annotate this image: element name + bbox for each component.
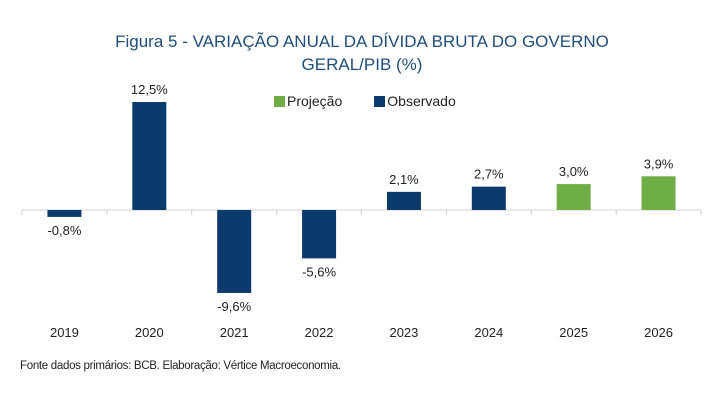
bar-2022 [302, 210, 337, 259]
legend-item-projecao: Projeção [274, 93, 342, 109]
data-label-2024: 2,7% [474, 167, 504, 182]
data-label-2026: 3,9% [644, 156, 674, 171]
x-tick-label-2022: 2022 [305, 325, 334, 340]
x-tick-label-2021: 2021 [220, 325, 249, 340]
legend-swatch-projecao [274, 95, 285, 107]
x-tick-label-2023: 2023 [389, 325, 418, 340]
chart-title: Figura 5 - VARIAÇÃO ANUAL DA DÍVIDA BRUT… [0, 30, 724, 76]
legend-label-observado: Observado [387, 93, 456, 109]
legend-item-observado: Observado [374, 93, 456, 109]
x-tick-label-2020: 2020 [135, 325, 164, 340]
bar-2026 [641, 176, 676, 210]
x-tick-label-2019: 2019 [50, 325, 79, 340]
bar-2019 [47, 210, 82, 217]
bar-2023 [386, 191, 421, 210]
data-label-2025: 3,0% [559, 164, 589, 179]
legend-label-projecao: Projeção [287, 93, 343, 109]
bar-2020 [132, 102, 167, 210]
x-tick-label-2025: 2025 [559, 325, 588, 340]
bar-2021 [217, 210, 252, 293]
chart-title-line-1: Figura 5 - VARIAÇÃO ANUAL DA DÍVIDA BRUT… [115, 32, 609, 51]
data-label-2022: -5,6% [302, 264, 336, 279]
x-tick-label-2026: 2026 [644, 325, 673, 340]
data-label-2021: -9,6% [217, 299, 251, 314]
legend-swatch-observado [374, 95, 386, 107]
legend: Projeção Observado [274, 93, 456, 109]
source-footnote: Fonte dados primários: BCB. Elaboração: … [20, 360, 341, 372]
data-label-2019: -0,8% [47, 223, 81, 238]
data-label-2023: 2,1% [389, 172, 419, 187]
chart-title-line-2: GERAL/PIB (%) [301, 55, 423, 74]
x-tick-label-2024: 2024 [474, 325, 503, 340]
data-label-2020: 12,5% [131, 82, 168, 97]
bar-2024 [471, 186, 506, 210]
bar-2025 [556, 184, 591, 210]
